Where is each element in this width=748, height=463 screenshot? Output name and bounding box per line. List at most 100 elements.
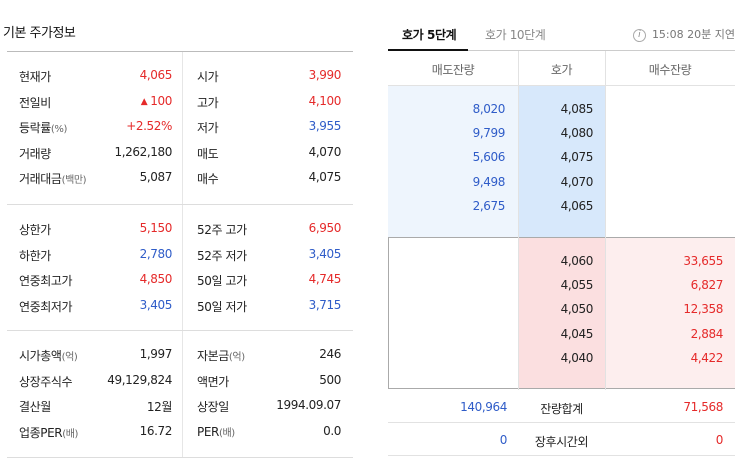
column-divider xyxy=(605,51,606,390)
total-ask-volume: 140,964 xyxy=(460,400,507,414)
ask-volume[interactable]: 2,675 xyxy=(472,198,506,213)
info-icon[interactable]: i xyxy=(632,29,646,42)
ask-price[interactable]: 4,075 xyxy=(560,150,594,165)
stock-info-section: 시가총액(억) 1,997 자본금(억) 246 상장주식수 49,129,824 액면가 5… xyxy=(7,331,353,458)
ask-empty-area xyxy=(605,86,735,237)
ask-price[interactable]: 4,080 xyxy=(560,126,594,141)
info-value: 4,745 xyxy=(308,272,342,286)
info-label: 시가총액(억) xyxy=(19,349,78,363)
orderbook-panel: 호가 5단계 호가 10단계 i 15:08 20분 지연 매도잔량 호가 매수잔… xyxy=(388,0,735,463)
stock-info-section: 현재가 4,065 시가 3,990 전일비 ▲ 100 고가 4,100 등락률(%) +2.52… xyxy=(7,52,353,205)
tab-5-level[interactable]: 호가 5단계 xyxy=(402,28,457,42)
section-column-divider xyxy=(182,331,183,458)
info-value: 3,990 xyxy=(308,68,342,82)
info-value: 246 xyxy=(319,347,341,361)
info-label: 전일비 xyxy=(19,95,51,110)
bid-volume-area xyxy=(605,237,735,389)
total-remaining-row: 140,964 잔량합계 71,568 xyxy=(388,390,735,423)
info-row: 상장주식수 49,129,824 액면가 500 xyxy=(7,371,353,391)
section-divider xyxy=(7,204,353,205)
ask-volume[interactable]: 5,606 xyxy=(472,150,506,165)
bid-price[interactable]: 4,055 xyxy=(560,278,594,293)
bid-price[interactable]: 4,045 xyxy=(560,326,594,341)
info-row: 하한가 2,780 52주 저가 3,405 xyxy=(7,245,353,265)
ask-price[interactable]: 4,065 xyxy=(560,198,594,213)
info-value: 3,405 xyxy=(139,297,173,312)
info-value: 6,950 xyxy=(308,221,342,235)
ask-volume-area xyxy=(388,86,518,237)
info-value: 1,997 xyxy=(139,347,173,361)
total-bid-volume: 71,568 xyxy=(683,400,723,414)
info-value: 1994.09.07 xyxy=(276,398,341,412)
info-value: 3,405 xyxy=(308,246,342,261)
info-value: 4,850 xyxy=(139,272,173,286)
info-value: 4,100 xyxy=(308,93,342,108)
info-label: 등락률(%) xyxy=(19,121,68,135)
tab-divider xyxy=(468,50,735,51)
info-value: 0.0 xyxy=(323,423,341,438)
info-label: 52주 저가 xyxy=(197,248,247,263)
delay-notice: i 15:08 20분 지연 xyxy=(632,26,735,42)
bid-volume[interactable]: 6,827 xyxy=(690,278,724,293)
info-label: 결산월 xyxy=(19,400,51,414)
section-divider xyxy=(7,330,353,331)
after-hours-ask-volume: 0 xyxy=(499,433,508,447)
total-label: 잔량합계 xyxy=(540,402,583,416)
info-value: ▲ 100 xyxy=(140,93,173,108)
info-value: 1,262,180 xyxy=(114,144,173,159)
info-label: 업종PER(배) xyxy=(19,425,79,440)
bid-volume[interactable]: 33,655 xyxy=(683,254,723,268)
info-label: 액면가 xyxy=(197,374,229,389)
info-label: 매도 xyxy=(197,146,219,161)
stock-info-header-rule xyxy=(7,51,353,52)
info-label: 시가 xyxy=(197,70,219,84)
info-label: 거래량 xyxy=(19,146,51,161)
section-divider xyxy=(7,457,353,458)
info-value: 16.72 xyxy=(139,423,173,438)
info-value: 3,715 xyxy=(308,297,342,312)
info-value: 500 xyxy=(319,372,341,387)
info-label: 상장주식수 xyxy=(19,374,73,389)
info-unit: (배) xyxy=(62,428,79,440)
orderbook-header: 매도잔량 호가 매수잔량 xyxy=(388,51,735,86)
info-label: 50일 고가 xyxy=(197,274,247,288)
info-unit: (%) xyxy=(50,124,68,135)
bid-price[interactable]: 4,050 xyxy=(560,302,594,317)
bid-volume[interactable]: 12,358 xyxy=(683,302,723,317)
bid-price[interactable]: 4,040 xyxy=(560,350,594,365)
ask-volume[interactable]: 8,020 xyxy=(472,102,506,116)
column-divider xyxy=(518,51,519,390)
info-value: 4,070 xyxy=(308,144,342,159)
ask-volume[interactable]: 9,498 xyxy=(472,174,506,189)
info-label: 52주 고가 xyxy=(197,223,247,237)
info-label: 자본금(억) xyxy=(197,349,245,363)
info-unit: (백만) xyxy=(61,175,87,186)
ask-price-area xyxy=(518,86,605,237)
info-label: 현재가 xyxy=(19,70,51,84)
info-label: 연중최고가 xyxy=(19,274,73,288)
info-label: 저가 xyxy=(197,121,219,135)
up-arrow-icon: ▲ xyxy=(140,96,148,107)
info-value: 4,075 xyxy=(308,170,342,184)
bid-volume[interactable]: 2,884 xyxy=(690,326,724,341)
ask-price[interactable]: 4,070 xyxy=(560,174,594,189)
info-row: 거래대금(백만) 5,087 매수 4,075 xyxy=(7,168,353,188)
delay-text: 15:08 20분 지연 xyxy=(651,28,735,41)
ask-price[interactable]: 4,085 xyxy=(560,102,594,116)
bid-volume[interactable]: 4,422 xyxy=(690,350,724,365)
tab-10-level[interactable]: 호가 10단계 xyxy=(485,28,546,42)
info-unit: (억) xyxy=(61,352,78,363)
info-row: 업종PER(배) 16.72 PER(배) 0.0 xyxy=(7,422,353,442)
after-hours-row: 0 장후시간외 0 xyxy=(388,423,735,456)
info-label: 상한가 xyxy=(19,223,51,237)
stock-info-title: 기본 주가정보 xyxy=(3,26,76,41)
info-label: 매수 xyxy=(197,172,219,186)
info-value: 12월 xyxy=(146,400,173,414)
info-value: 3,955 xyxy=(308,119,342,133)
header-price: 호가 xyxy=(550,63,573,77)
after-hours-label: 장후시간외 xyxy=(534,435,589,449)
ask-volume[interactable]: 9,799 xyxy=(472,126,506,141)
bid-price[interactable]: 4,060 xyxy=(560,254,594,268)
info-label: 하한가 xyxy=(19,248,51,263)
info-label: 상장일 xyxy=(197,400,229,414)
